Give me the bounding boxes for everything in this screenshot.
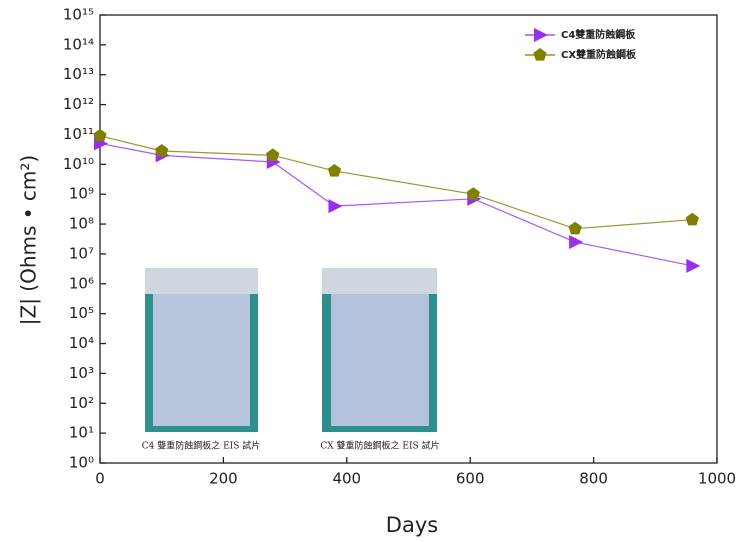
y-tick-label: 10⁶ (69, 274, 94, 292)
y-tick-label: 10¹ (69, 424, 94, 442)
marker (328, 199, 343, 214)
annotation: C4 雙重防蝕鋼板之 EIS 試片 (142, 440, 261, 452)
y-tick-label: 10¹⁵ (63, 6, 94, 24)
marker (327, 163, 342, 177)
x-tick-label: 600 (456, 470, 485, 488)
photo (322, 268, 437, 432)
marker (569, 235, 584, 250)
marker (155, 143, 169, 157)
marker (266, 148, 280, 162)
y-tick-label: 10⁹ (69, 185, 94, 203)
legend-label: C4雙重防蝕鋼板 (561, 28, 636, 41)
y-tick-label: 10⁵ (69, 304, 94, 322)
y-tick-label: 10³ (69, 364, 94, 382)
y-tick-label: 10¹¹ (63, 125, 94, 143)
annotation: CX 雙重防蝕鋼板之 EIS 試片 (320, 440, 439, 452)
marker (466, 187, 480, 200)
x-tick-label: 800 (579, 470, 608, 488)
y-tick-label: 10¹⁰ (63, 155, 94, 173)
y-axis-label: |Z| (Ohms • cm²) (17, 155, 41, 325)
x-tick-label: 200 (209, 470, 238, 488)
photo (145, 268, 258, 432)
y-tick-label: 10⁷ (69, 244, 94, 262)
y-tick-label: 10⁸ (69, 215, 94, 233)
y-tick-label: 10⁰ (69, 454, 94, 472)
legend-label: CX雙重防蝕鋼板 (561, 48, 637, 61)
y-tick-label: 10¹⁴ (63, 35, 94, 53)
x-tick-label: 1000 (698, 470, 736, 488)
y-tick-label: 10⁴ (69, 334, 94, 352)
x-tick-label: 0 (95, 470, 105, 488)
y-tick-label: 10² (69, 394, 94, 412)
legend-marker (533, 48, 547, 61)
marker (568, 221, 582, 235)
y-tick-label: 10¹² (63, 95, 94, 113)
plot-frame (99, 14, 718, 464)
marker (93, 128, 107, 142)
y-tick-label: 10¹³ (63, 65, 94, 83)
x-axis-label: Days (386, 513, 438, 537)
marker (686, 258, 701, 273)
legend-marker (534, 28, 548, 42)
marker (685, 212, 699, 226)
x-tick-label: 400 (332, 470, 361, 488)
